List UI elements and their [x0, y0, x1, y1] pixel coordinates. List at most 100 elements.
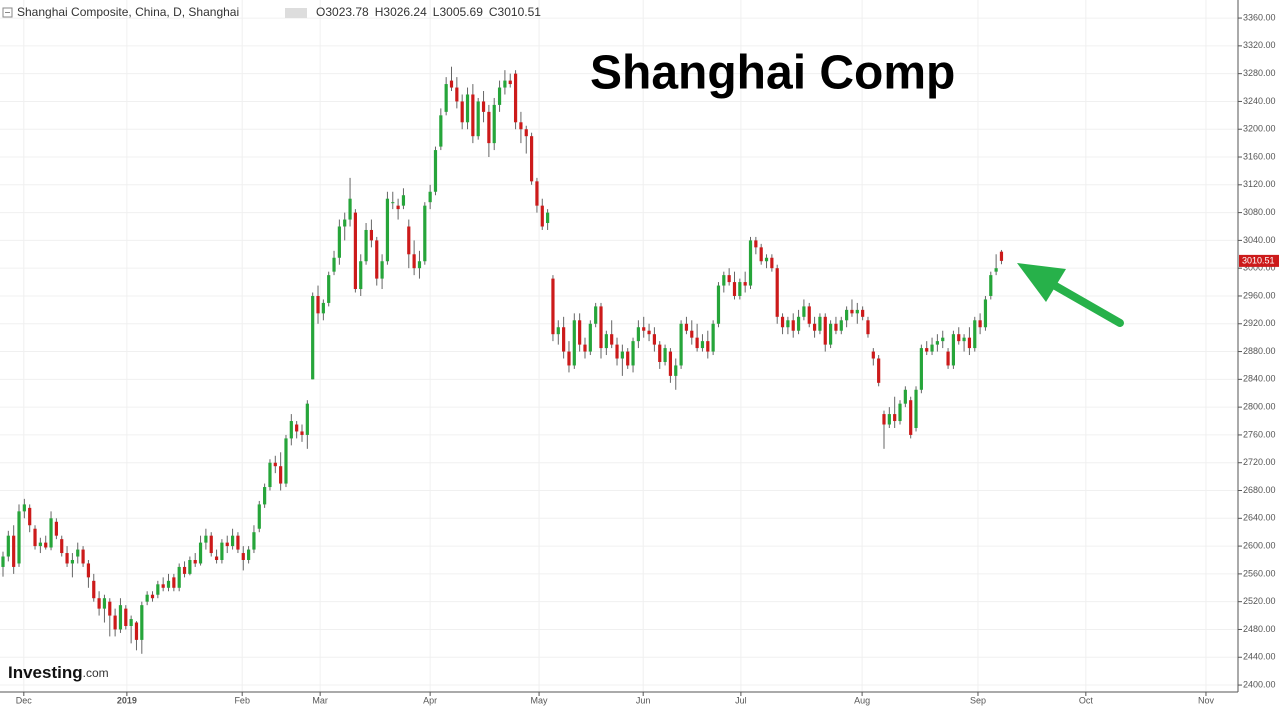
candle-body [12, 535, 16, 567]
candle-body [738, 282, 742, 296]
candle-body [460, 101, 464, 123]
candle-body [150, 594, 155, 599]
candle-body [76, 549, 80, 557]
candle-body [951, 334, 956, 366]
candle-body [65, 553, 69, 564]
candle-body [674, 365, 678, 376]
candle-body [471, 94, 475, 137]
candle-body [252, 532, 256, 550]
candle-body [594, 306, 598, 324]
candle-body [465, 94, 470, 123]
candle-body [273, 462, 277, 467]
candle-body [658, 344, 662, 362]
candle-body [145, 594, 149, 602]
y-tick-label: 2520.00 [1243, 596, 1276, 606]
candle-body [343, 219, 347, 227]
candle-body [855, 309, 859, 314]
y-tick-label: 2480.00 [1243, 624, 1276, 634]
candle-body [503, 80, 507, 88]
candle-body [49, 518, 53, 548]
candle-body [102, 598, 107, 609]
candle-body [321, 302, 325, 314]
y-tick-label: 2440.00 [1243, 652, 1276, 662]
collapse-icon[interactable] [2, 7, 13, 18]
candle-body [188, 559, 192, 574]
candle-body [348, 198, 352, 220]
candle-body [444, 84, 448, 112]
candle-body [620, 351, 624, 359]
arrow-shaft [1041, 276, 1124, 327]
candle-body [861, 309, 865, 317]
candle-body [732, 282, 737, 296]
toolbar-icons[interactable] [285, 8, 307, 18]
candle-body [54, 521, 58, 536]
y-tick-label: 2640.00 [1243, 513, 1276, 523]
y-tick-label: 3040.00 [1243, 235, 1276, 245]
candle-body [877, 358, 881, 383]
candle-body [385, 198, 390, 262]
candle-body [247, 549, 251, 560]
candle-body [97, 598, 101, 609]
candle-body [134, 622, 139, 640]
y-tick-label: 2680.00 [1243, 485, 1276, 495]
candle-body [764, 257, 769, 262]
candle-body [829, 323, 833, 345]
y-tick-label: 2760.00 [1243, 429, 1276, 439]
candle-body [60, 539, 64, 554]
candle-body [129, 619, 133, 626]
candle-body [727, 275, 731, 283]
y-tick-label: 2960.00 [1243, 290, 1276, 300]
candle-body [572, 320, 576, 366]
candle-body [108, 601, 112, 616]
candle-body [177, 566, 181, 588]
price-tag [1239, 254, 1279, 267]
ohlc-key: C [489, 5, 498, 19]
candle-body [508, 80, 512, 85]
candle-body [455, 87, 459, 102]
candle-body [941, 337, 945, 342]
candle-body [818, 316, 822, 331]
y-tick-label: 3120.00 [1243, 179, 1276, 189]
candle-body [599, 306, 603, 349]
ohlc-value: 3026.24 [383, 5, 427, 19]
arrow-head [1017, 263, 1066, 302]
candle-body [775, 268, 779, 317]
candle-body [978, 320, 982, 328]
ohlc-key: H [375, 5, 384, 19]
candle-body [204, 535, 208, 543]
candle-body [332, 257, 336, 272]
y-tick-label: 3160.00 [1243, 151, 1276, 161]
candle-body [375, 240, 379, 279]
candle-body [615, 344, 619, 359]
candle-body [17, 511, 21, 564]
candle-body [759, 247, 763, 262]
y-tick-label: 3000.00 [1243, 263, 1276, 273]
candle-body [722, 275, 726, 286]
candle-body [989, 275, 993, 296]
candle-body [604, 334, 608, 349]
candle-body [546, 212, 550, 224]
watermark-main: Investing [8, 663, 83, 682]
ohlc-key: L [433, 5, 440, 19]
candle-body [140, 605, 144, 640]
y-tick-label: 2800.00 [1243, 402, 1276, 412]
symbol-label: Shanghai Composite, China, D, Shanghai [17, 5, 239, 19]
candle-body [118, 605, 123, 630]
y-tick-label: 3360.00 [1243, 12, 1276, 22]
candle-body [492, 104, 496, 144]
candle-body [823, 316, 827, 345]
candle-body [92, 580, 96, 599]
candle-body [279, 466, 283, 484]
candle-body [850, 309, 854, 314]
candle-body [690, 330, 694, 338]
candle-body [300, 431, 304, 435]
candle-body [711, 323, 715, 352]
candle-body [529, 136, 534, 182]
ohlc-value: 3023.78 [325, 5, 369, 19]
candle-body [679, 323, 683, 366]
candle-body [930, 344, 934, 352]
candle-body [588, 323, 592, 352]
watermark-suffix: .com [83, 666, 109, 680]
candle-body [652, 334, 657, 345]
